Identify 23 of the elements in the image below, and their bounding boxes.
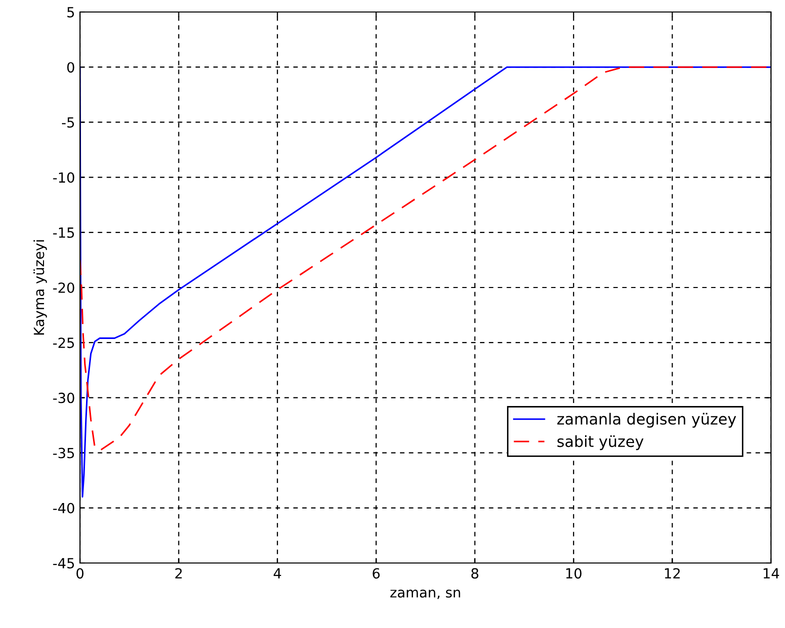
y-tick-label: -25: [53, 338, 74, 348]
x-tick-label: 8: [471, 568, 478, 579]
x-tick-label: 14: [764, 568, 780, 578]
x-tick-label: 6: [372, 568, 380, 579]
y-tick-label: -30: [53, 392, 74, 404]
y-axis-title: Kayma yüzeyi: [33, 240, 47, 335]
y-tick-label: 0: [67, 62, 74, 73]
y-tick-label: -40: [53, 502, 74, 514]
x-axis-title: zaman, sn: [390, 590, 460, 600]
y-tick-label: 5: [67, 7, 74, 18]
x-tick-label: 10: [566, 568, 582, 579]
x-tick-label: 4: [274, 568, 282, 578]
legend-label: sabit yüzey: [557, 435, 644, 450]
y-tick-label: -35: [53, 448, 74, 458]
y-tick-label: -20: [53, 282, 74, 293]
y-tick-label: -10: [53, 172, 74, 183]
y-tick-label: -45: [53, 558, 74, 568]
x-tick-label: 0: [76, 568, 84, 579]
y-tick-label: -5: [62, 117, 74, 128]
x-tick-label: 12: [664, 568, 680, 578]
legend-label: zamanla degisen yüzey: [557, 412, 736, 428]
x-tick-label: 2: [175, 568, 182, 578]
y-tick-label: -15: [53, 228, 74, 238]
